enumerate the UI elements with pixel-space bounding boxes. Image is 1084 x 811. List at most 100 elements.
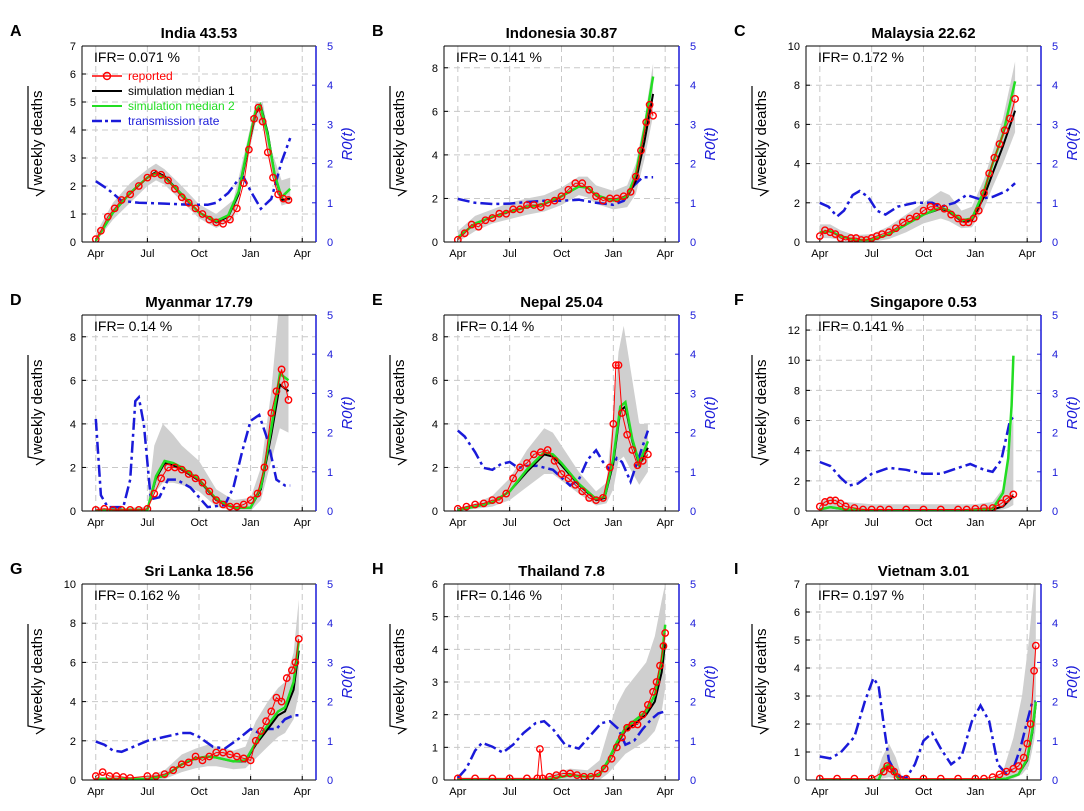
- transmission-rate-line: [456, 710, 666, 779]
- reported-point: [239, 754, 248, 763]
- y-tick-label: 2: [794, 719, 800, 731]
- reported-line: [819, 645, 1037, 780]
- reported-point: [988, 504, 997, 511]
- x-tick-label: Jan: [604, 517, 622, 529]
- reported-point: [212, 496, 221, 505]
- y-tick-label: 7: [794, 579, 800, 591]
- reported-point: [954, 774, 962, 780]
- r0-tick-label: 4: [327, 80, 333, 92]
- y-tick-label: 6: [432, 375, 438, 387]
- reported-point: [1005, 114, 1014, 123]
- reported-point: [1019, 753, 1028, 762]
- panel-title: Malaysia 22.62: [871, 25, 975, 42]
- y-tick-label: 6: [70, 69, 76, 81]
- x-tick-label: Apr: [811, 786, 828, 798]
- reported-point: [267, 707, 276, 716]
- reported-point: [607, 754, 616, 763]
- y-axis-label: weekly deaths: [753, 628, 770, 724]
- y-axis-label-group: weekly deaths: [389, 624, 408, 735]
- reported-point: [628, 446, 637, 454]
- y-tick-label: 0: [70, 237, 76, 249]
- ifr-label: IFR= 0.141 %: [456, 49, 542, 65]
- x-tick-label: Jul: [140, 248, 154, 260]
- reported-point: [103, 212, 112, 221]
- reported-point: [936, 774, 945, 780]
- legend-swatch-marker: [102, 71, 112, 81]
- uncertainty-band: [457, 63, 654, 242]
- y-axis-label: weekly deaths: [391, 628, 408, 724]
- x-tick-label: Apr: [87, 248, 104, 260]
- reported-point: [91, 235, 100, 242]
- reported-point: [1023, 739, 1032, 748]
- r0-axis-label-group: R0(t): [702, 665, 719, 698]
- y-tick-label: 4: [432, 644, 438, 656]
- r0-tick-label: 0: [1052, 237, 1058, 249]
- panel-data: [91, 101, 293, 242]
- reported-point: [258, 117, 267, 126]
- r0-tick-label: 3: [690, 388, 696, 400]
- reported-point: [171, 184, 179, 193]
- reported-line: [95, 638, 300, 779]
- reported-point: [536, 203, 545, 212]
- panel-data: [453, 63, 657, 242]
- reported-point: [226, 215, 234, 224]
- reported-point: [1009, 490, 1018, 499]
- reported-point: [643, 450, 652, 459]
- reported-point: [536, 745, 544, 753]
- panel-h: Apr Jul Oct Jan Apr 0 1 2 3 4 5 6 0 1 2 3 4 5 Thailand 7.8…: [372, 561, 719, 798]
- reported-point: [143, 504, 152, 511]
- reported-point: [205, 487, 214, 496]
- transmission-rate-line: [819, 416, 1015, 487]
- r0-axis-label-group: R0(t): [702, 396, 719, 429]
- reported-point: [150, 169, 159, 178]
- ifr-label: IFR= 0.197 %: [818, 587, 904, 603]
- reported-point: [815, 774, 824, 780]
- y-tick-label: 4: [70, 697, 76, 709]
- reported-point: [98, 768, 107, 777]
- reported-point: [902, 505, 911, 511]
- reported-point: [502, 209, 511, 218]
- reported-point: [618, 409, 626, 417]
- reported-point: [244, 145, 253, 154]
- y-tick-label: 10: [788, 355, 800, 367]
- reported-point: [905, 214, 914, 223]
- sqrt-icon: [27, 624, 46, 735]
- panel-data: [815, 61, 1019, 242]
- reported-point: [488, 214, 497, 222]
- reported-point: [284, 396, 293, 404]
- r0-tick-label: 1: [1052, 198, 1058, 210]
- panel-letter: C: [734, 23, 746, 40]
- r0-axis-label-group: R0(t): [1064, 127, 1081, 160]
- reported-point: [564, 185, 573, 194]
- x-tick-label: Jul: [503, 517, 517, 529]
- y-tick-label: 6: [794, 607, 800, 619]
- reported-point: [912, 212, 921, 221]
- reported-point: [638, 457, 647, 465]
- r0-axis-label: R0(t): [339, 396, 356, 429]
- y-tick-label: 4: [70, 125, 76, 137]
- reported-point: [633, 720, 642, 729]
- x-tick-label: Apr: [449, 786, 466, 798]
- reported-point: [1014, 762, 1023, 770]
- y-tick-label: 2: [70, 736, 76, 748]
- reported-point: [592, 192, 600, 201]
- reported-point: [157, 474, 166, 483]
- reported-point: [471, 500, 480, 509]
- reported-point: [552, 771, 561, 779]
- reported-point: [495, 496, 504, 505]
- panel-e: Apr Jul Oct Jan Apr 0 2 4 6 8 0 1 2 3 4 5 Nepal 25.04 E IF…: [372, 292, 719, 529]
- y-tick-label: 2: [432, 710, 438, 722]
- reported-point: [642, 118, 651, 127]
- r0-tick-label: 0: [1052, 775, 1058, 787]
- reported-point: [288, 666, 296, 675]
- reported-point: [232, 752, 241, 761]
- sqrt-icon: [27, 355, 46, 466]
- simulation-median-2-line: [457, 76, 655, 239]
- y-tick-label: 5: [794, 635, 800, 647]
- reported-point: [246, 496, 255, 505]
- reported-point: [564, 474, 573, 483]
- reported-point: [980, 504, 988, 511]
- r0-tick-label: 4: [1052, 349, 1058, 361]
- reported-point: [898, 218, 907, 227]
